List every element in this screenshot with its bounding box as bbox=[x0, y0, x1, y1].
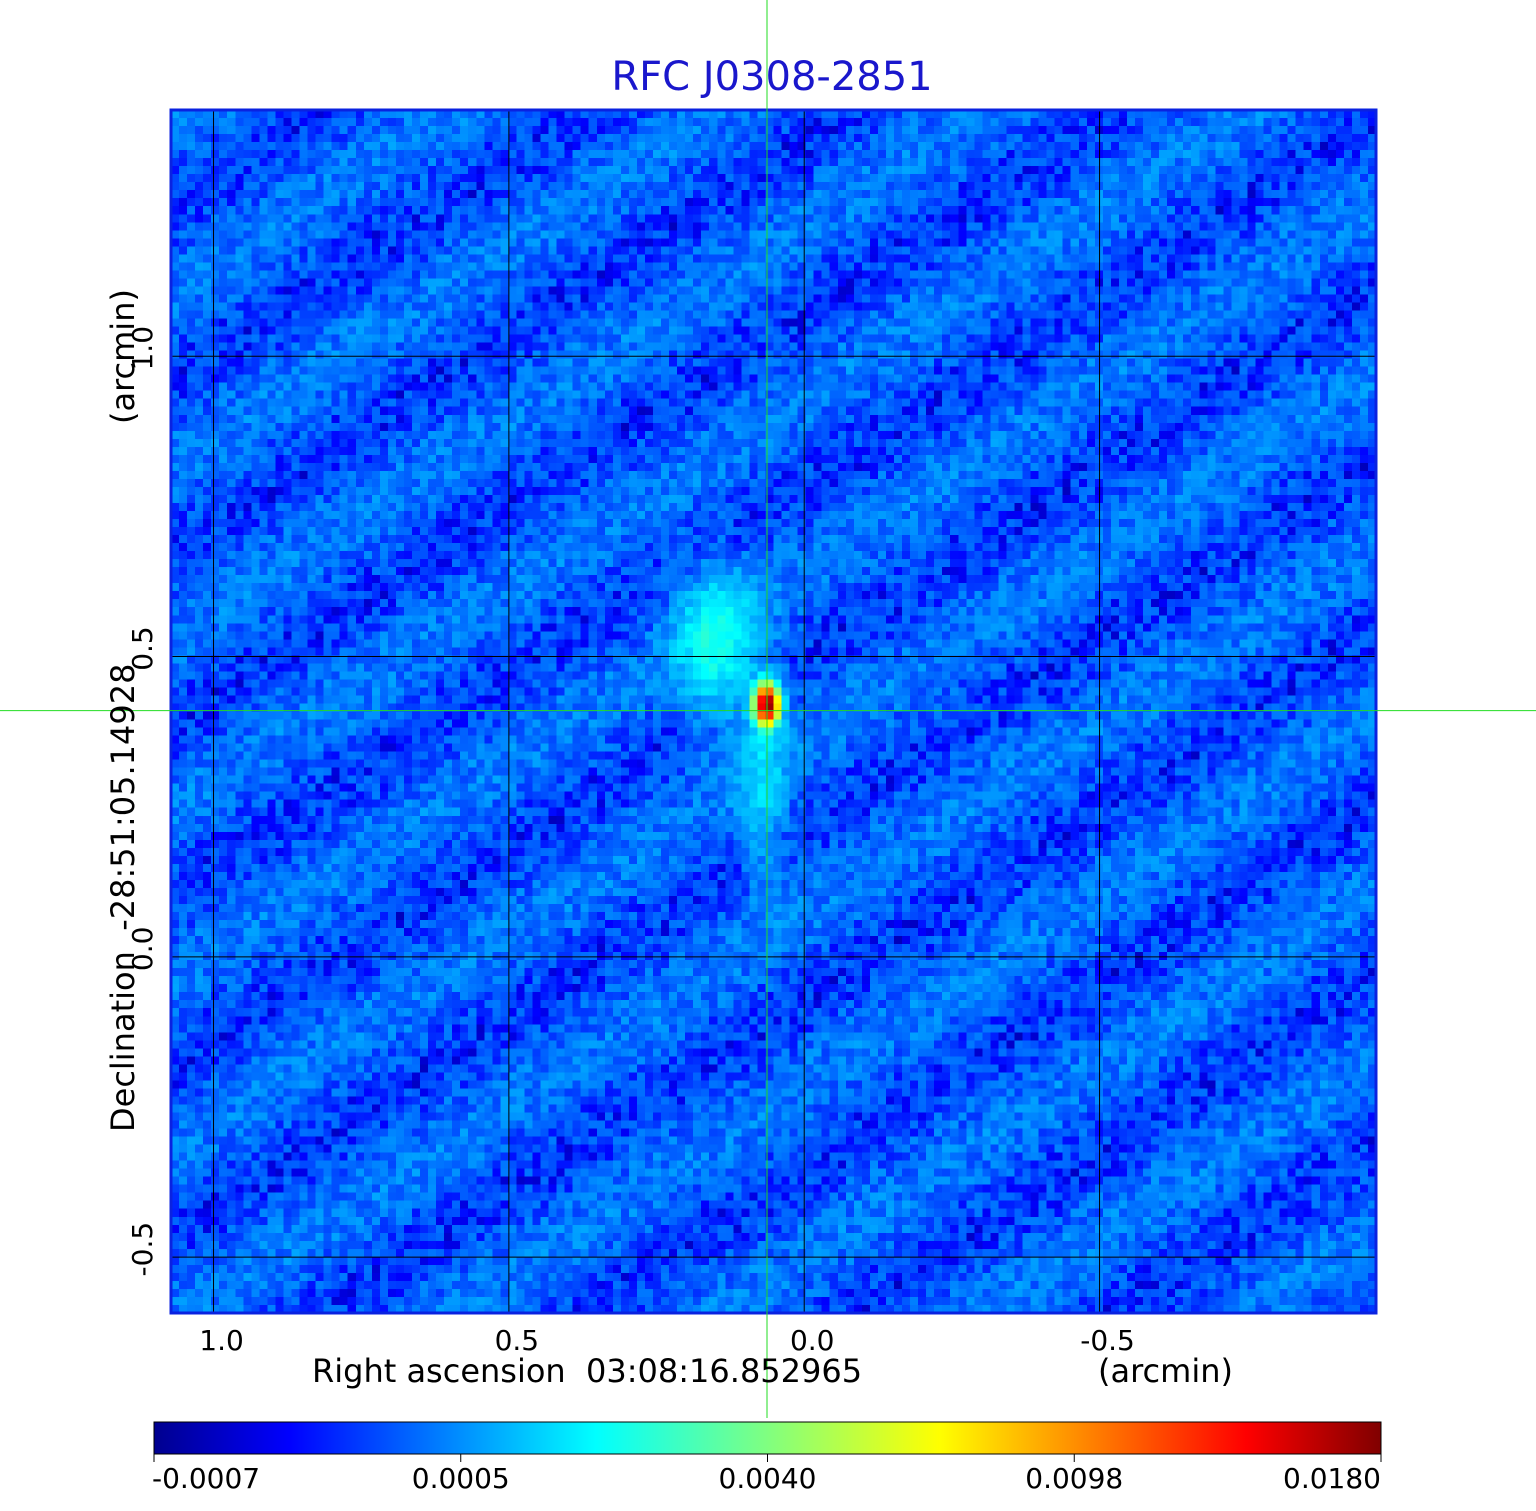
y-tick-label: -0.5 bbox=[126, 1222, 159, 1277]
y-axis-unit: (arcmin) bbox=[104, 289, 142, 424]
x-tick-label: 0.0 bbox=[790, 1324, 835, 1357]
y-tick-label: 0.5 bbox=[126, 626, 159, 671]
y-axis-label: Declination -28:51:05.14928 bbox=[104, 664, 142, 1132]
y-tick-label: 1.0 bbox=[126, 326, 159, 371]
x-axis-unit: (arcmin) bbox=[1098, 1352, 1233, 1390]
colorbar-tick-label: 0.0040 bbox=[719, 1462, 817, 1495]
chart-title: RFC J0308-2851 bbox=[611, 54, 932, 100]
colorbar-tick-label: -0.0007 bbox=[152, 1462, 260, 1495]
colorbar-tick-label: 0.0180 bbox=[1283, 1462, 1381, 1495]
colorbar-ticks: -0.0007 0.0005 0.0040 0.0098 0.0180 bbox=[152, 1454, 1382, 1495]
x-tick-label: -0.5 bbox=[1080, 1324, 1135, 1357]
colorbar bbox=[153, 1421, 1382, 1455]
plot-frame bbox=[169, 108, 1378, 1315]
heatmap-image bbox=[171, 110, 1376, 1313]
coordinate-grid bbox=[171, 110, 1376, 1313]
x-axis-ticks: 1.0 0.5 0.0 -0.5 bbox=[199, 1324, 1135, 1357]
x-tick-label: 1.0 bbox=[199, 1324, 244, 1357]
y-axis-ticks: 1.0 0.5 0.0 -0.5 bbox=[126, 326, 159, 1276]
crosshair bbox=[0, 0, 1536, 1418]
y-tick-label: 0.0 bbox=[126, 927, 159, 972]
colorbar-tick-label: 0.0098 bbox=[1025, 1462, 1123, 1495]
heatmap-pixels bbox=[171, 110, 1376, 1313]
x-tick-label: 0.5 bbox=[495, 1324, 540, 1357]
x-axis-label: Right ascension 03:08:16.852965 bbox=[312, 1352, 862, 1390]
colorbar-tick-label: 0.0005 bbox=[412, 1462, 510, 1495]
